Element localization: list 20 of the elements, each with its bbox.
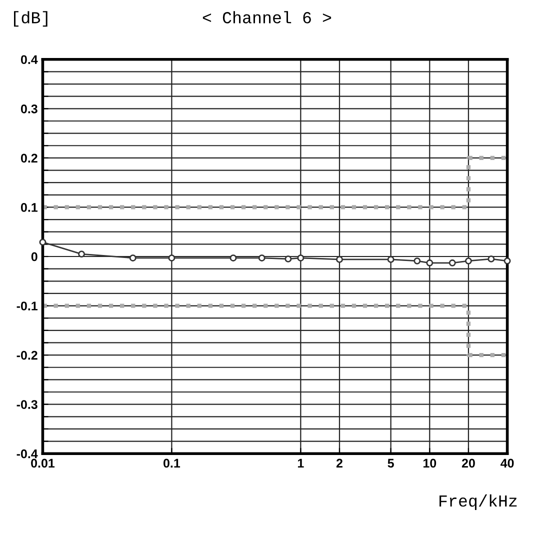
x-tick-label: 1 — [298, 458, 304, 468]
x-tick-label: 40 — [500, 458, 514, 468]
y-tick-label: 0.1 — [20, 203, 38, 212]
y-tick-label: -0.3 — [16, 400, 38, 409]
x-tick-label: 5 — [388, 458, 394, 468]
y-tick-label: 0.2 — [20, 154, 38, 163]
x-tick-label: 0.01 — [31, 458, 55, 468]
x-tick-label: 2 — [336, 458, 342, 468]
y-tick-label: 0 — [31, 252, 38, 262]
x-tick-label: 0.1 — [164, 458, 180, 468]
y-tick-label: 0.4 — [20, 55, 38, 64]
chart-title: < Channel 6 > — [202, 11, 332, 24]
y-tick-label: -0.4 — [16, 449, 38, 458]
x-tick-label: 10 — [423, 458, 436, 468]
x-axis-title: Freq/kHz — [440, 494, 517, 510]
y-tick-label: -0.1 — [16, 302, 38, 310]
y-tick-label: 0.3 — [20, 104, 38, 114]
y-axis-title: [dB] — [14, 11, 48, 27]
y-tick-label: -0.2 — [16, 350, 38, 360]
x-tick-label: 20 — [462, 458, 475, 468]
